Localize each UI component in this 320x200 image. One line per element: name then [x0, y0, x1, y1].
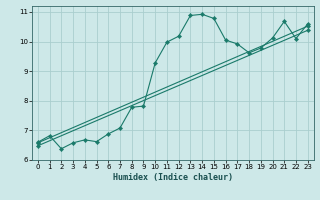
- X-axis label: Humidex (Indice chaleur): Humidex (Indice chaleur): [113, 173, 233, 182]
